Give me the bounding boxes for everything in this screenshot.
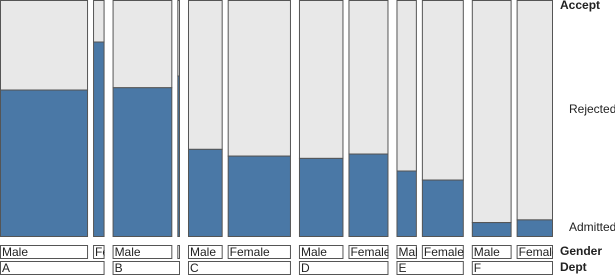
gender-tick-label: Female [230, 245, 270, 259]
gender-tick-label-box [0, 245, 89, 259]
rejected-cell [187, 0, 223, 150]
gender-tick-label-box [471, 245, 512, 259]
gender-tick-label-box [227, 245, 291, 259]
dept-tick-label: F [474, 261, 481, 275]
rejected-cell [348, 0, 389, 155]
gender-tick-label: Male [301, 245, 327, 259]
admitted-cell [177, 75, 180, 237]
rejected-cell [112, 0, 173, 89]
gender-label: Gender [560, 244, 602, 258]
admitted-cell [298, 157, 344, 237]
gender-tick-label: Female [424, 245, 464, 259]
admitted-cell [471, 222, 512, 237]
dept-tick-label-box [396, 261, 464, 275]
gender-tick-label-box [93, 245, 105, 259]
dept-tick-label: B [115, 261, 123, 275]
y-label: Accept [560, 0, 600, 12]
gender-tick-label: Male [190, 245, 216, 259]
rejected-cell [298, 0, 344, 159]
gender-tick-label: Female [350, 245, 390, 259]
rejected-cell [227, 0, 291, 157]
admitted-cell [421, 179, 464, 238]
dept-tick-label-box [112, 261, 180, 275]
gender-tick-label: Male [474, 245, 500, 259]
dept-tick-label: C [190, 261, 199, 275]
admitted-cell [227, 155, 291, 237]
rejected-cell [93, 0, 105, 43]
admitted-cell [112, 87, 173, 237]
dept-label: Dept [560, 260, 587, 274]
rejected-cell [421, 0, 464, 181]
admitted-cell [348, 153, 389, 237]
rejected-cell [471, 0, 512, 224]
gender-tick-label: Male [2, 245, 28, 259]
dept-tick-label: E [398, 261, 406, 275]
gender-tick-label-box [177, 245, 180, 259]
dept-tick-label-box [187, 261, 291, 275]
dept-tick-label-box [471, 261, 553, 275]
admitted-cell [396, 170, 417, 237]
gender-tick-label: Male [115, 245, 141, 259]
gender-tick-label-box [112, 245, 173, 259]
gender-tick-label-box [421, 245, 464, 259]
rejected-cell [516, 0, 554, 221]
legend-label: Admitted [569, 220, 615, 234]
gender-tick-label: Male [398, 245, 424, 259]
rejected-cell [177, 0, 180, 77]
gender-tick-label: Female [519, 245, 559, 259]
dept-tick-label: D [301, 261, 310, 275]
gender-tick-label: Female [95, 245, 135, 259]
legend-label: Rejected [569, 102, 615, 116]
gender-tick-label: Female [179, 245, 219, 259]
gender-tick-label-box [187, 245, 223, 259]
gender-tick-label-box [298, 245, 344, 259]
rejected-cell [0, 0, 89, 91]
dept-tick-label: A [2, 261, 10, 275]
dept-tick-label-box [0, 261, 105, 275]
gender-tick-label-box [348, 245, 389, 259]
admitted-cell [187, 148, 223, 237]
dept-tick-label-box [298, 261, 389, 275]
gender-tick-label-box [516, 245, 554, 259]
admitted-cell [0, 89, 89, 237]
admitted-cell [93, 41, 105, 237]
admitted-cell [516, 219, 554, 237]
rejected-cell [396, 0, 417, 172]
gender-tick-label-box [396, 245, 417, 259]
